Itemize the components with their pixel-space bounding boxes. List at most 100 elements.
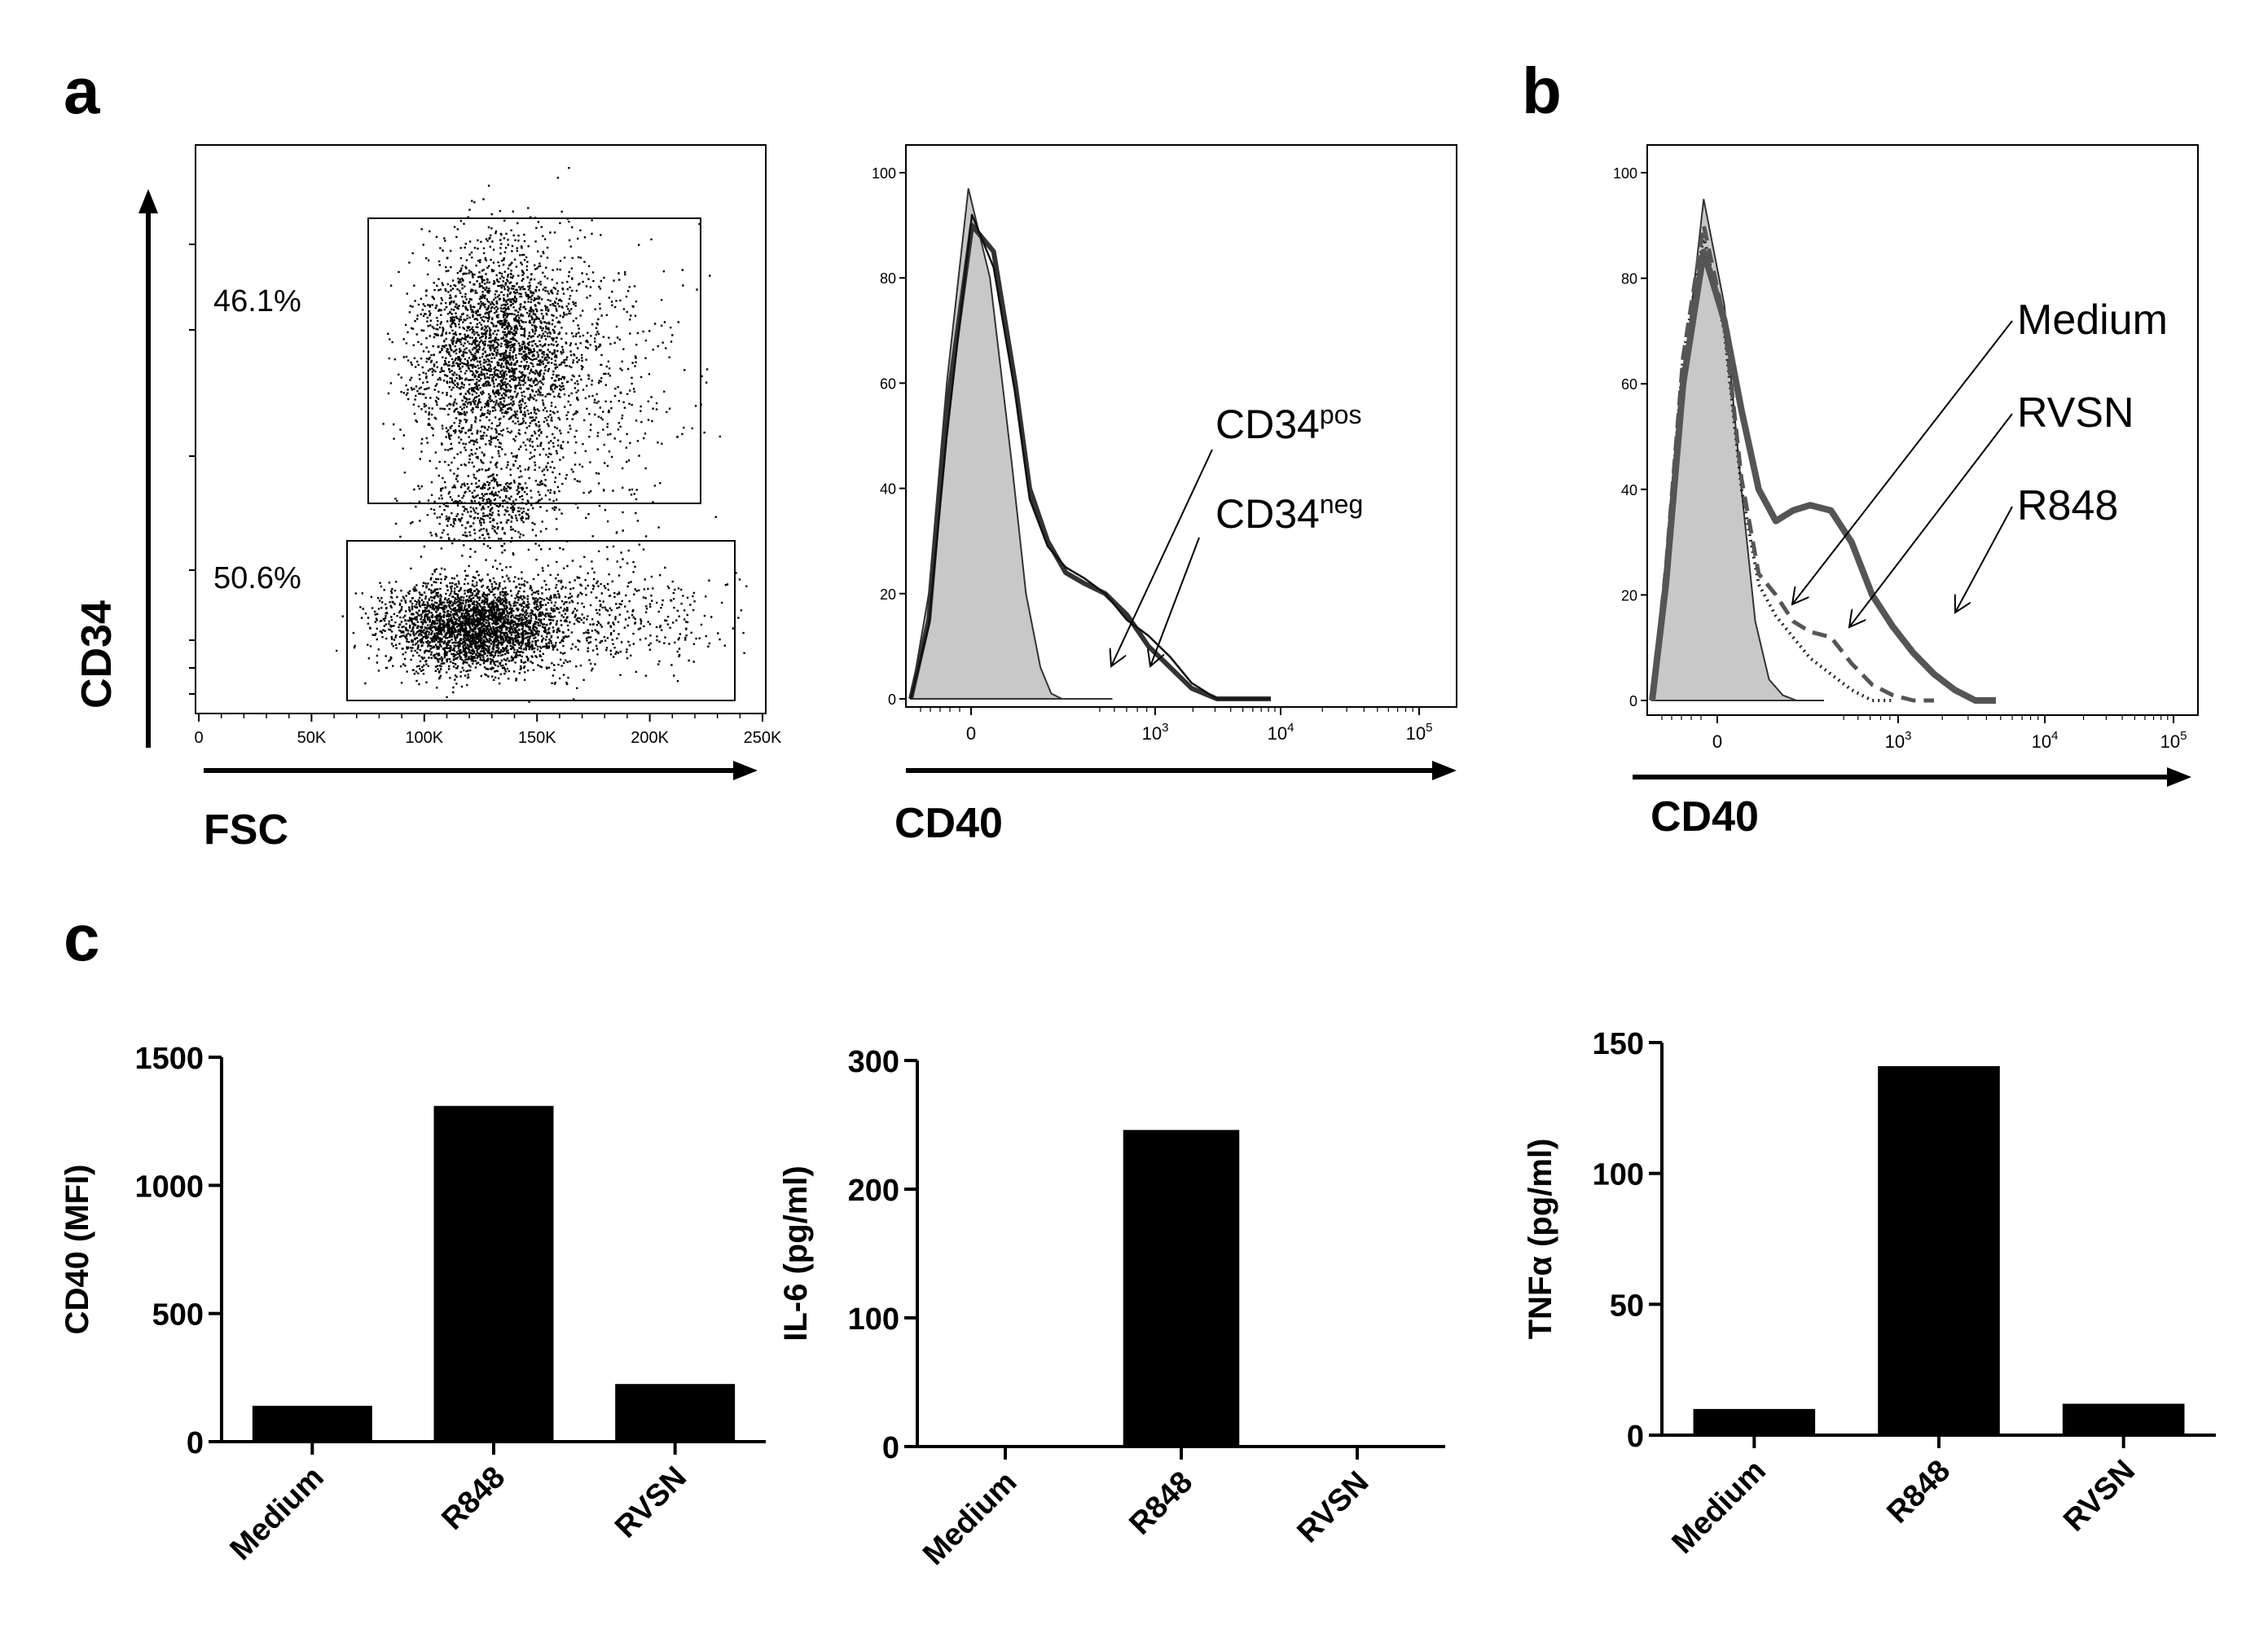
x-tick-exponent: 4: [2051, 729, 2058, 743]
x-tick-base: 10: [2160, 731, 2180, 752]
bar-r848: [1123, 1130, 1240, 1447]
scatter-x-label: FSC: [204, 806, 288, 854]
bar-y-label: TNFα (pg/ml): [1523, 1139, 1558, 1340]
scatter-y-label: CD34: [73, 600, 121, 709]
x-tick-base: 0: [1712, 731, 1722, 752]
x-tick-label: 105: [1406, 721, 1433, 744]
bar-chart-cd40-mfi: 0 500 1000 1500 CD40 (MFI) Medium R848 RVSN: [59, 1042, 766, 1567]
bar-category-label: R848: [435, 1460, 512, 1537]
x-tick-base: 10: [2032, 731, 2051, 752]
bar-y-tick-label: 100: [848, 1302, 899, 1337]
x-tick-base: 10: [1268, 723, 1287, 744]
y-tick-label: 40: [1621, 482, 1637, 498]
pointer-rvsn: [1849, 413, 2013, 627]
x-tick-exponent: 4: [1287, 721, 1294, 735]
legend-cd34neg: CD34neg: [1215, 490, 1363, 537]
y-tick-label: 40: [880, 481, 896, 498]
bar-chart-tnfa: 0 50 100 150 TNFα (pg/ml) Medium R848 RVSN: [1523, 1027, 2216, 1561]
bar-y-label: CD40 (MFI): [59, 1165, 95, 1335]
bar-y-tick-label: 1000: [134, 1170, 204, 1204]
scatter-frame: [195, 144, 767, 714]
x-tick-base: 10: [1885, 731, 1905, 752]
histogram-b-x-label: CD40: [1650, 793, 1759, 841]
x-tick-label: 105: [2160, 729, 2187, 752]
x-tick-exponent: 3: [1905, 729, 1911, 743]
bar-y-tick-label: 50: [1610, 1289, 1644, 1323]
legend-cd34pos-sup: pos: [1320, 400, 1362, 429]
y-tick-label: 60: [1621, 376, 1637, 393]
bar-category-label: RVSN: [609, 1460, 693, 1545]
scatter-x-tick-label: 250K: [744, 729, 782, 747]
gate-label-cd34pos: 46.1%: [213, 284, 301, 318]
y-tick-label: 80: [1621, 271, 1637, 288]
legend-rvsn: RVSN: [2017, 389, 2134, 437]
bar-r848: [1878, 1065, 2000, 1435]
histogram-b-frame: [1646, 144, 2199, 716]
series-rvsn: [1650, 223, 1934, 703]
bar-y-tick-label: 1500: [134, 1042, 204, 1076]
bar-y-tick-label: 0: [882, 1431, 899, 1465]
series-r848: [1649, 248, 1996, 704]
legend-r848: R848: [2017, 482, 2118, 529]
histogram-b-x-ticks: 0 103 104 105: [1661, 715, 2187, 752]
x-tick-label: 0: [1712, 731, 1722, 752]
scatter-x-tick-label: 200K: [631, 729, 669, 747]
x-tick-exponent: 3: [1162, 721, 1168, 735]
bar-category-label: R848: [1123, 1465, 1199, 1542]
bar-y-tick-label: 300: [848, 1045, 899, 1079]
scatter-events: [336, 167, 748, 703]
y-tick-label: 80: [880, 270, 896, 287]
scatter-x-tick-label: 100K: [405, 729, 443, 747]
legend-cd34neg-sup: neg: [1320, 490, 1363, 519]
gate-cd34neg: [346, 540, 736, 701]
histogram-a-x-ticks: 0 103 104 105: [920, 707, 1433, 744]
x-tick-exponent: 5: [1426, 721, 1432, 735]
legend-medium: Medium: [2017, 296, 2168, 344]
bar-y-tick-label: 150: [1593, 1027, 1644, 1061]
panel-label-c: c: [64, 902, 100, 974]
bar-chart-il6: 0 100 200 300 IL-6 (pg/ml) Medium R848 RVSN: [778, 1045, 1445, 1572]
bar-r848: [433, 1105, 554, 1442]
bar-y-tick-label: 100: [1593, 1158, 1644, 1192]
y-tick-label: 100: [1613, 165, 1637, 182]
y-tick-label: 0: [888, 692, 896, 708]
series-isotype-control: [909, 188, 1113, 700]
bar-rvsn: [615, 1384, 736, 1442]
x-tick-label: 0: [966, 723, 976, 744]
pointer-r848: [1955, 506, 2013, 613]
x-tick-base: 10: [1142, 723, 1162, 744]
bar-category-label: RVSN: [1290, 1465, 1375, 1550]
histogram-a-frame: [905, 144, 1457, 708]
x-tick-exponent: 5: [2180, 729, 2187, 743]
scatter-x-tick-label: 50K: [297, 729, 327, 747]
y-tick-label: 20: [880, 586, 896, 603]
scatter-x-tick-label: 150K: [518, 729, 556, 747]
x-tick-label: 103: [1142, 721, 1169, 744]
scatter-plot-fsc-cd34: 46.1% 50.6% 0 50K 100K 150K 200K 250K FSC CD3…: [73, 144, 782, 854]
legend-cd34pos: CD34pos: [1215, 400, 1361, 447]
bar-y-tick-label: 200: [848, 1174, 899, 1208]
pointer-cd34pos: [1111, 449, 1213, 666]
scatter-x-ticks: 0 50K 100K 150K 200K 250K: [189, 244, 782, 747]
gate-cd34pos: [367, 217, 701, 504]
y-tick-label: 0: [1629, 693, 1637, 709]
bar-category-label: Medium: [916, 1465, 1023, 1572]
legend-cd34neg-base: CD34: [1215, 491, 1320, 537]
gate-label-cd34neg: 50.6%: [213, 561, 301, 595]
y-axis-arrowhead: [138, 189, 158, 213]
bar-y-label: IL-6 (pg/ml): [778, 1166, 814, 1341]
panel-label-b: b: [1522, 55, 1562, 127]
y-tick-label: 60: [880, 375, 896, 392]
bar-medium: [1693, 1408, 1816, 1435]
x-tick-label: 104: [1268, 721, 1294, 744]
panel-label-a: a: [64, 55, 100, 127]
scatter-dots: [336, 167, 748, 703]
bar-category-label: Medium: [223, 1460, 330, 1567]
x-tick-base: 10: [1406, 723, 1426, 744]
x-axis-arrowhead: [733, 761, 758, 780]
pointer-cd34neg: [1150, 537, 1200, 666]
x-tick-base: 0: [966, 723, 976, 744]
